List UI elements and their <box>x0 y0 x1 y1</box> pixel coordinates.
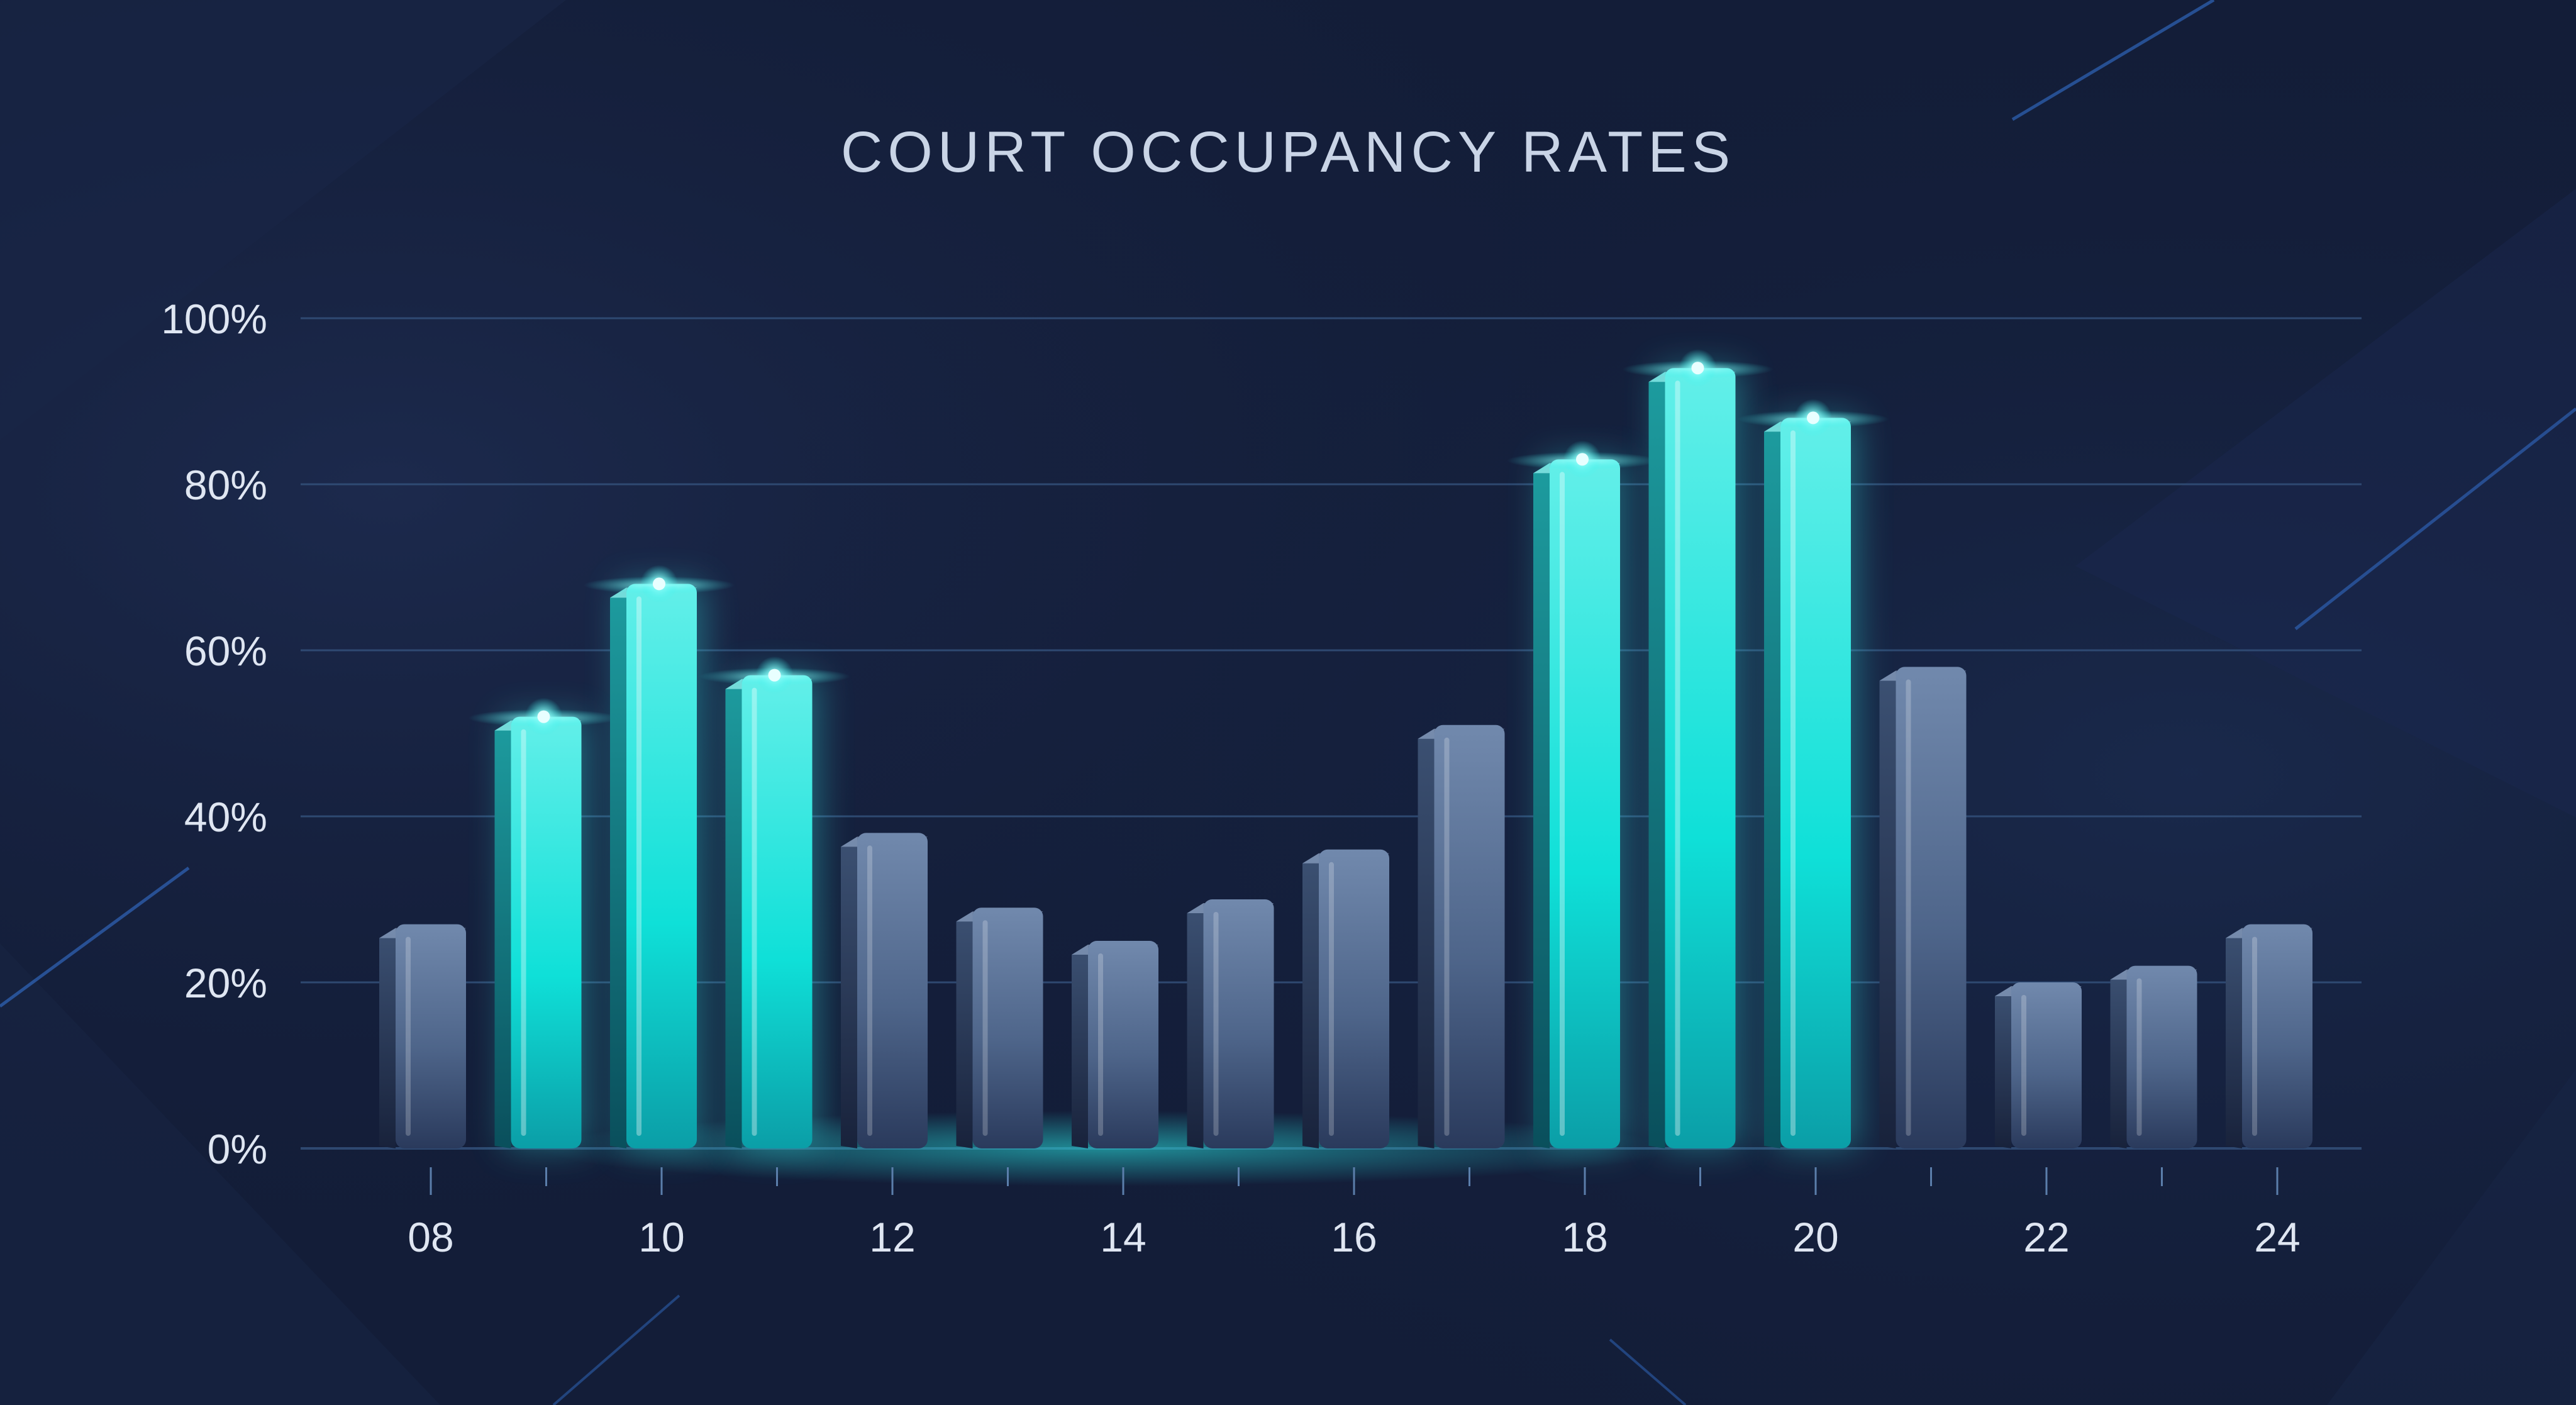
bar <box>1665 368 1736 1149</box>
bar-group <box>841 833 928 1148</box>
bar-side <box>1302 853 1319 1148</box>
bar <box>1088 941 1158 1148</box>
bar <box>2011 982 2082 1148</box>
bar-shine <box>1790 430 1796 1136</box>
bars <box>379 349 2312 1149</box>
bar-top-dot <box>768 669 781 682</box>
bar-group <box>1995 982 2082 1148</box>
bar-shine <box>636 596 641 1136</box>
bar-shine <box>1329 862 1334 1136</box>
bar-shine <box>1675 380 1680 1136</box>
chart-title: COURT OCCUPANCY RATES <box>840 120 1736 184</box>
y-tick-label: 60% <box>184 628 267 674</box>
bar-side <box>1648 372 1665 1149</box>
bar-shine <box>1444 737 1450 1136</box>
bar-side <box>2226 928 2242 1148</box>
bar-top-dot <box>1576 453 1589 466</box>
bar-side <box>841 836 857 1148</box>
bar-top-dot <box>1691 362 1704 375</box>
bar <box>1780 418 1851 1148</box>
bar-group <box>1622 349 1774 1149</box>
x-tick-label: 08 <box>408 1214 453 1260</box>
bar <box>396 924 466 1148</box>
bar-shine <box>1906 679 1911 1136</box>
bar <box>626 584 697 1148</box>
x-axis-ticks: 08 10 12 14 16 18 20 22 24 <box>408 1167 2301 1260</box>
bar-group <box>2110 965 2197 1148</box>
bar-group <box>468 697 619 1148</box>
bar-shine <box>982 920 988 1136</box>
bar <box>857 833 928 1148</box>
y-tick-label: 20% <box>184 960 267 1006</box>
bar-side <box>1879 670 1896 1148</box>
bar-top-dot <box>1807 411 1819 425</box>
bar-side <box>1187 903 1204 1148</box>
x-tick-label: 10 <box>638 1214 684 1260</box>
bar-side <box>1533 463 1550 1148</box>
bar-shine <box>2021 995 2026 1136</box>
bar-group <box>584 565 735 1148</box>
x-tick-label: 14 <box>1100 1214 1146 1260</box>
bar <box>1896 667 1967 1148</box>
x-tick-label: 18 <box>1562 1214 1607 1260</box>
bar-shine <box>2136 978 2142 1136</box>
x-tick-label: 20 <box>1792 1214 1838 1260</box>
bar-side <box>956 911 973 1148</box>
bar <box>1203 899 1274 1148</box>
bar-side <box>610 587 626 1148</box>
y-axis-ticks: 0% 20% 40% 60% 80% 100% <box>161 296 267 1172</box>
bar-group <box>379 924 466 1148</box>
bar-group <box>699 656 850 1148</box>
bar <box>1319 849 1389 1148</box>
bar-group <box>1507 440 1658 1148</box>
bar-shine <box>752 687 757 1136</box>
bar-group <box>1738 399 1889 1148</box>
bar-shine <box>867 845 872 1136</box>
bar <box>2126 965 2197 1148</box>
bar-group <box>2226 924 2312 1148</box>
bar <box>511 716 582 1148</box>
bar-group <box>1187 899 1274 1148</box>
bar-shine <box>1213 912 1219 1136</box>
bar-side <box>1418 728 1435 1148</box>
bar-top-dot <box>653 577 665 591</box>
x-tick-label: 22 <box>2023 1214 2069 1260</box>
bar-shine <box>1098 953 1103 1136</box>
y-tick-label: 80% <box>184 462 267 508</box>
bar <box>1434 725 1505 1148</box>
bar-top-dot <box>537 710 550 723</box>
bar-group <box>956 908 1043 1148</box>
y-tick-label: 40% <box>184 794 267 840</box>
bar-shine <box>406 936 411 1136</box>
bar-side <box>1995 986 2011 1148</box>
bar-side <box>379 928 396 1148</box>
bar <box>1550 459 1620 1148</box>
bar <box>972 908 1043 1148</box>
bar-group <box>1879 667 1967 1148</box>
bar-side <box>1764 421 1780 1148</box>
bar-side <box>1072 945 1088 1148</box>
bar-shine <box>1560 472 1565 1136</box>
x-tick-label: 16 <box>1331 1214 1377 1260</box>
bar-shine <box>2252 936 2257 1136</box>
bar-side <box>725 679 742 1148</box>
x-tick-label: 24 <box>2254 1214 2300 1260</box>
bar-group <box>1072 941 1158 1148</box>
y-tick-label: 0% <box>208 1126 267 1172</box>
y-tick-label: 100% <box>161 296 267 342</box>
x-tick-label: 12 <box>869 1214 915 1260</box>
bar <box>2242 924 2312 1148</box>
bar-side <box>2110 969 2127 1148</box>
bar-group <box>1302 849 1389 1148</box>
bar <box>741 675 813 1148</box>
bar-group <box>1418 725 1505 1148</box>
bar-shine <box>521 729 526 1136</box>
bar-side <box>494 720 511 1148</box>
